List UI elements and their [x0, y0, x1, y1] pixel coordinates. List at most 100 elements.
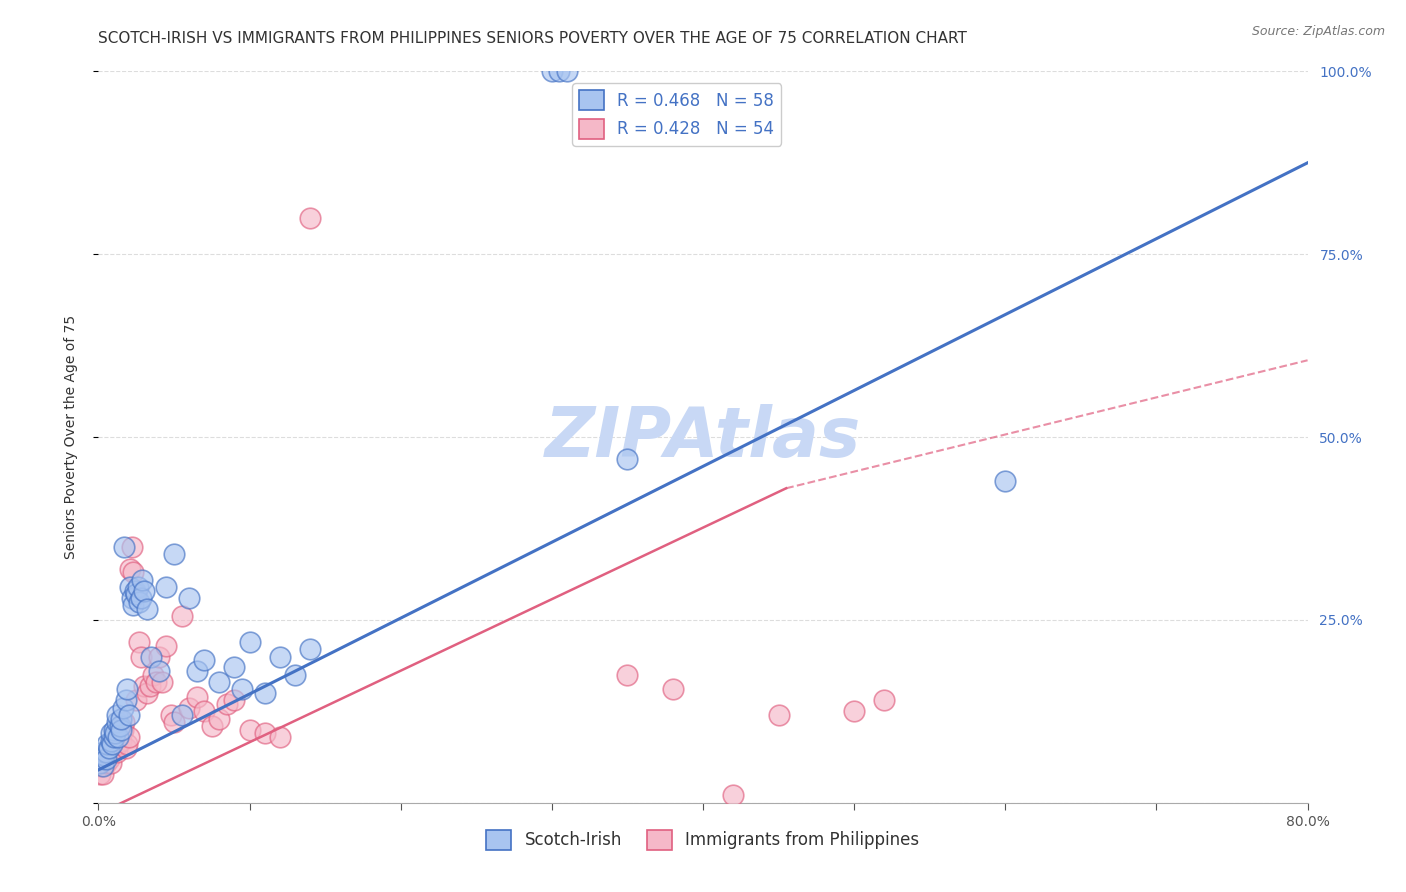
Point [96, 748, 118, 763]
Point [186, 690, 208, 704]
Point [142, 667, 165, 681]
Point [101, 745, 124, 759]
Point [111, 723, 134, 737]
Y-axis label: Seniors Poverty Over the Age of 75: Seniors Poverty Over the Age of 75 [63, 315, 77, 559]
Point [110, 712, 132, 726]
Point [93, 752, 115, 766]
Point [239, 635, 262, 649]
Point [231, 682, 253, 697]
Text: SCOTCH-IRISH VS IMMIGRANTS FROM PHILIPPINES SENIORS POVERTY OVER THE AGE OF 75 C: SCOTCH-IRISH VS IMMIGRANTS FROM PHILIPPI… [98, 31, 967, 46]
Point [111, 700, 134, 714]
Point [269, 730, 291, 744]
Point [104, 733, 127, 747]
Point [540, 64, 562, 78]
Point [94, 756, 117, 770]
Point [160, 708, 183, 723]
Point [120, 580, 142, 594]
Point [208, 675, 231, 690]
Point [112, 540, 135, 554]
Text: Source: ZipAtlas.com: Source: ZipAtlas.com [1251, 25, 1385, 38]
Point [253, 726, 276, 740]
Point [139, 679, 162, 693]
Point [239, 723, 262, 737]
Point [193, 653, 215, 667]
Point [148, 649, 170, 664]
Point [98, 752, 121, 766]
Point [127, 580, 149, 594]
Point [145, 675, 167, 690]
Point [155, 639, 177, 653]
Point [93, 748, 115, 763]
Point [101, 737, 124, 751]
Point [129, 591, 152, 605]
Point [103, 723, 125, 737]
Point [94, 752, 117, 766]
Point [163, 547, 186, 561]
Point [91, 759, 114, 773]
Point [112, 715, 135, 730]
Point [555, 64, 578, 78]
Point [105, 745, 128, 759]
Point [120, 562, 142, 576]
Point [114, 740, 136, 755]
Point [107, 737, 129, 751]
Point [299, 211, 322, 225]
Point [768, 708, 790, 723]
Point [103, 730, 125, 744]
Point [90, 752, 112, 766]
Point [150, 675, 173, 690]
Point [90, 759, 112, 773]
Point [253, 686, 276, 700]
Point [224, 660, 246, 674]
Point [131, 573, 153, 587]
Point [91, 766, 114, 780]
Point [94, 745, 117, 759]
Point [118, 730, 141, 744]
Point [616, 667, 638, 681]
Point [215, 697, 238, 711]
Point [118, 708, 141, 723]
Point [873, 693, 896, 707]
Point [104, 726, 127, 740]
Point [100, 733, 122, 747]
Point [224, 693, 246, 707]
Point [155, 580, 177, 594]
Point [105, 708, 128, 723]
Point [548, 64, 571, 78]
Point [135, 602, 157, 616]
Point [110, 733, 132, 747]
Point [100, 756, 122, 770]
Point [107, 730, 129, 744]
Point [124, 583, 146, 598]
Point [122, 599, 145, 613]
Legend: Scotch-Irish, Immigrants from Philippines: Scotch-Irish, Immigrants from Philippine… [479, 823, 927, 856]
Point [141, 649, 163, 664]
Point [163, 715, 186, 730]
Point [125, 587, 148, 601]
Point [115, 737, 138, 751]
Point [98, 740, 121, 755]
Point [129, 649, 152, 664]
Point [128, 635, 150, 649]
Point [115, 682, 138, 697]
Point [108, 719, 131, 733]
Point [179, 700, 201, 714]
Point [96, 737, 118, 751]
Point [135, 686, 157, 700]
Point [132, 583, 155, 598]
Point [100, 726, 122, 740]
Point [110, 723, 132, 737]
Point [723, 789, 745, 803]
Point [132, 679, 155, 693]
Point [122, 566, 145, 580]
Point [179, 591, 201, 605]
Point [108, 726, 131, 740]
Text: ZIPAtlas: ZIPAtlas [546, 403, 860, 471]
Point [844, 705, 866, 719]
Point [103, 740, 125, 755]
Point [91, 745, 114, 759]
Point [121, 540, 143, 554]
Point [170, 708, 193, 723]
Point [201, 719, 224, 733]
Point [299, 642, 322, 657]
